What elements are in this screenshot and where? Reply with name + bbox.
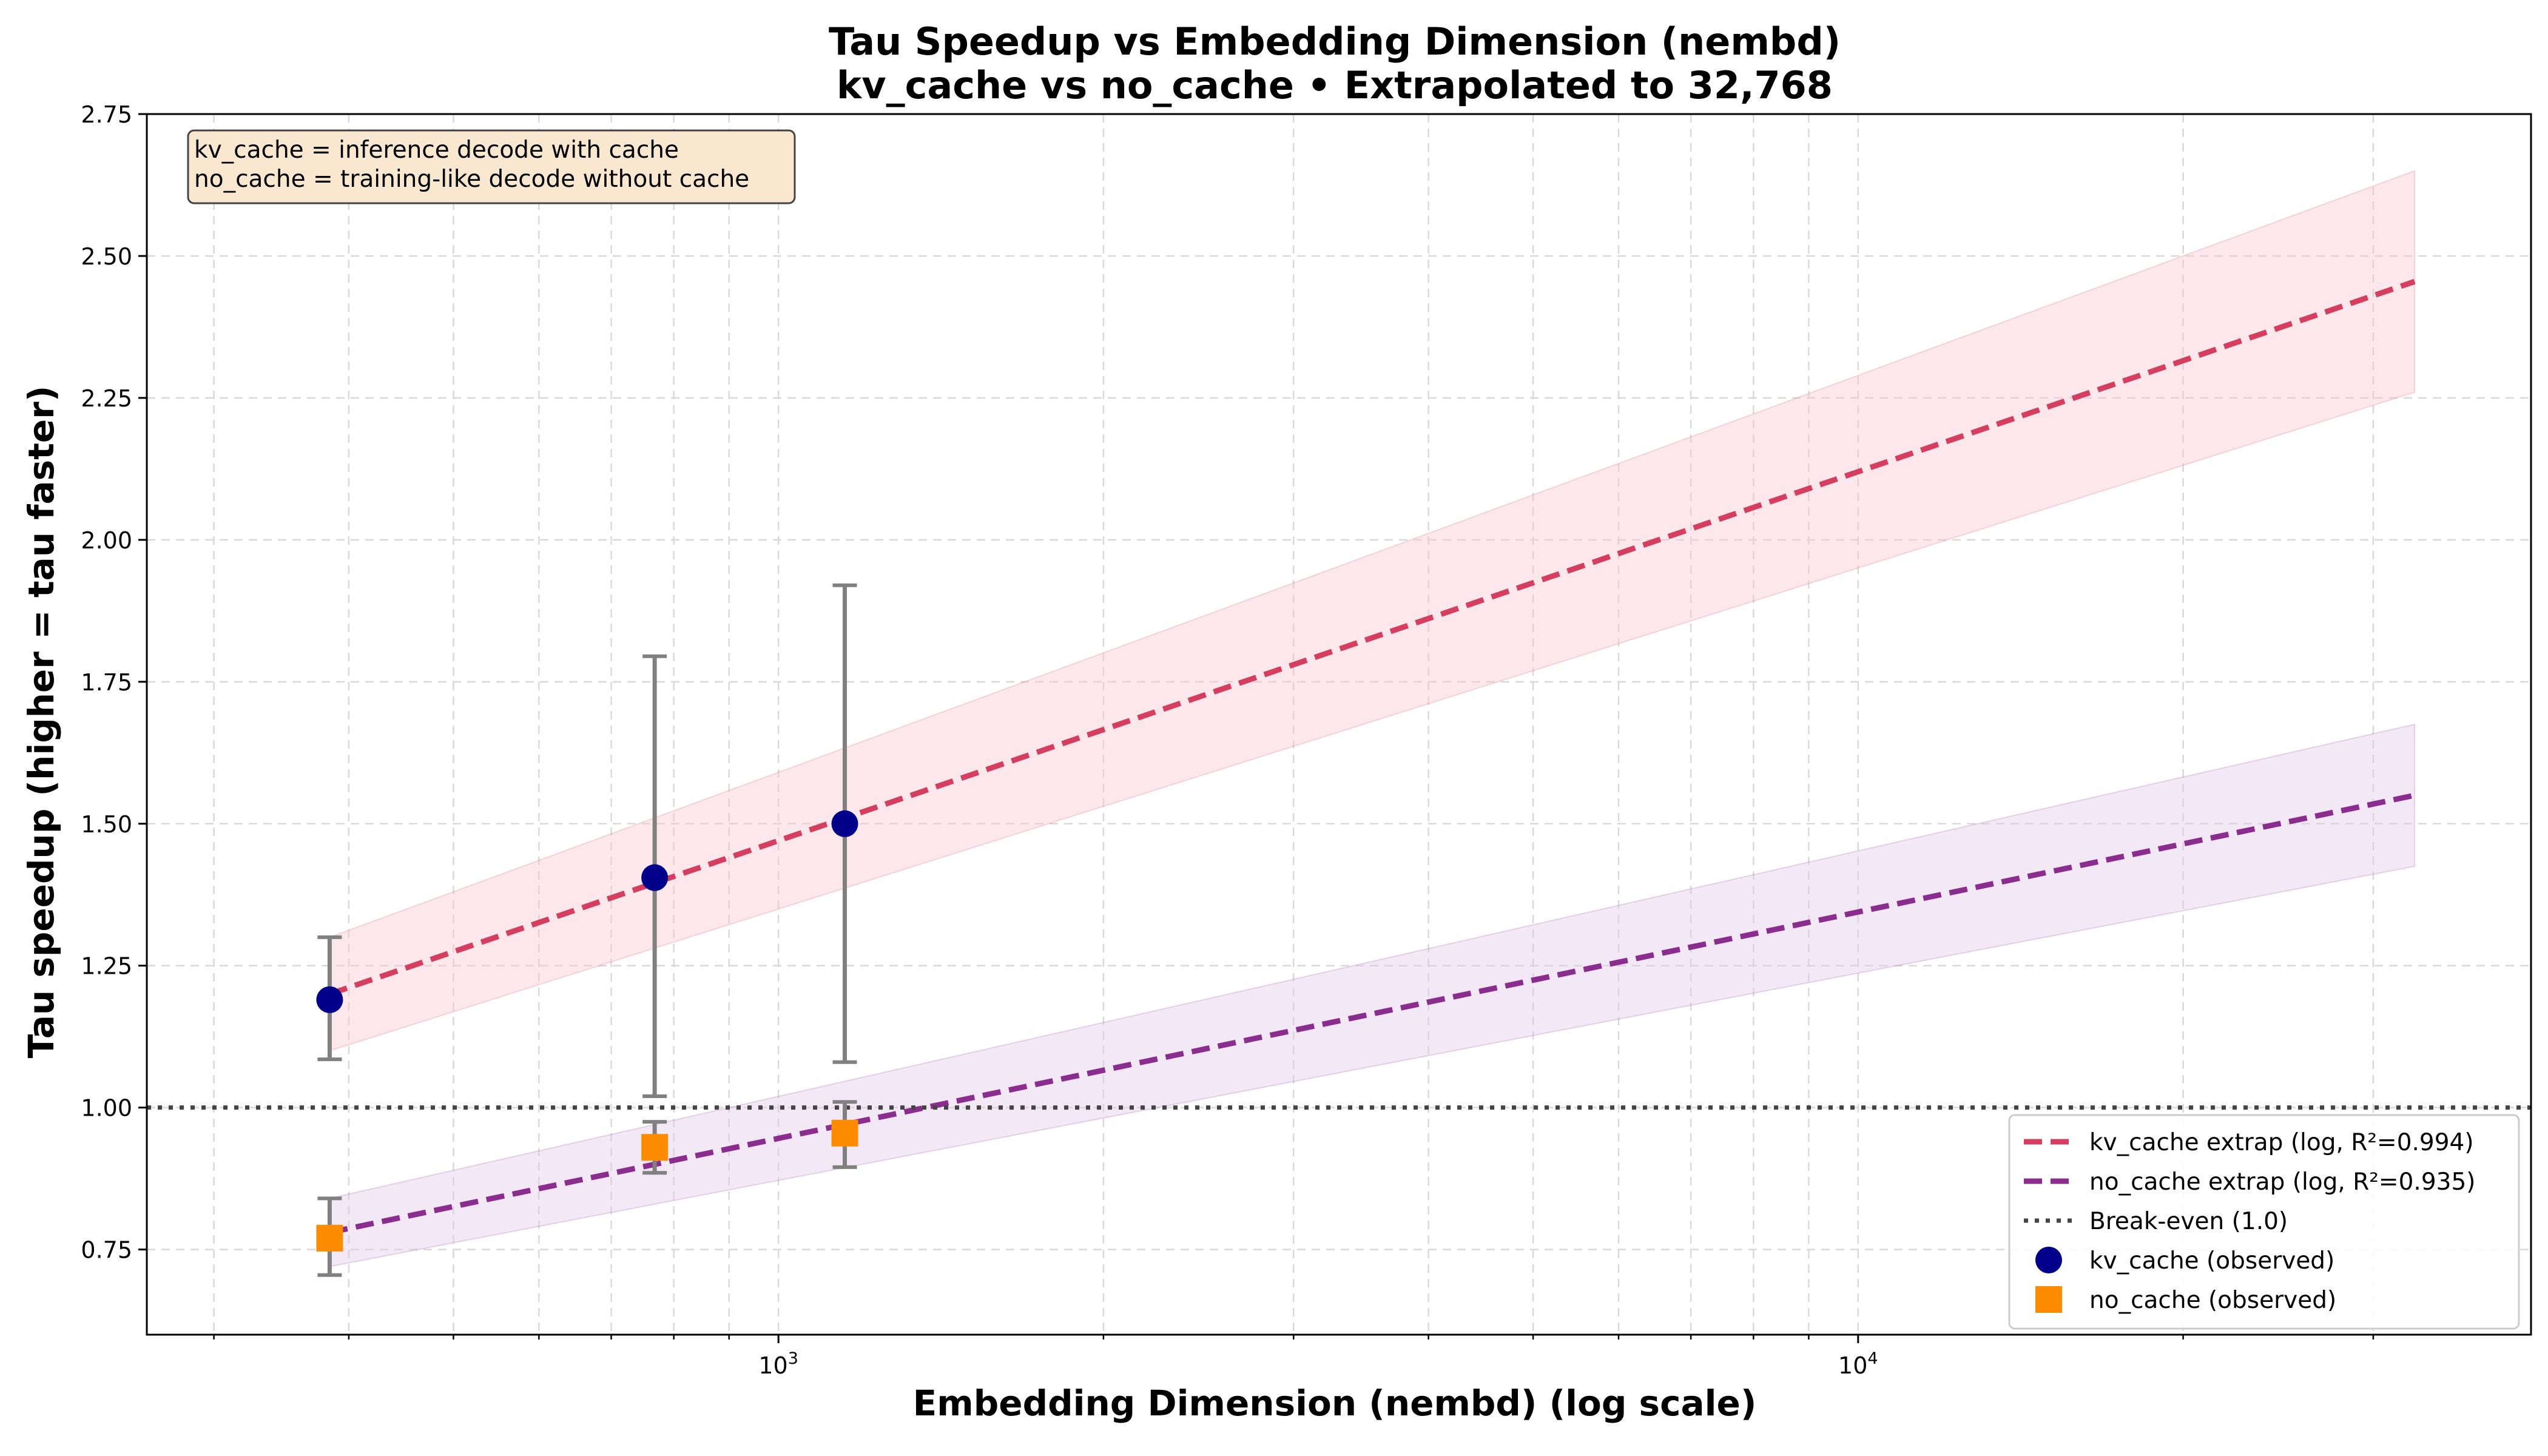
y-axis-label: Tau speedup (higher = tau faster) (21, 386, 62, 1059)
legend-label: kv_cache extrap (log, R²=0.994) (2089, 1129, 2474, 1156)
legend-frame (2008, 1114, 2520, 1330)
x-tick-label: 103 (758, 1349, 798, 1379)
y-tick-label: 2.50 (81, 243, 132, 270)
fit-lines (328, 278, 2416, 1235)
x-axis-ticks: 103 104 (213, 1335, 2374, 1379)
fit-line-1 (329, 792, 2416, 1235)
legend-label: no_cache (observed) (2089, 1287, 2336, 1314)
legend-label: Break-even (1.0) (2089, 1208, 2288, 1235)
data-point-square (831, 1119, 858, 1147)
x-tick-label: 104 (1838, 1349, 1878, 1379)
legend: kv_cache extrap (log, R²=0.994) no_cache … (2008, 1114, 2520, 1330)
y-tick-label: 1.25 (81, 953, 132, 980)
y-tick-label: 0.75 (81, 1237, 132, 1264)
legend-handle-square (2035, 1286, 2062, 1313)
data-point-square (316, 1224, 343, 1252)
y-axis-ticks: 0.75 1.00 1.25 1.50 1.75 2.00 2.25 2.50 2.75 (81, 101, 147, 1264)
data-point-square (641, 1134, 669, 1161)
data-point-circle (831, 810, 858, 837)
chart-title-line-1: Tau Speedup vs Embedding Dimension (nemb… (829, 19, 1841, 64)
y-tick-label: 1.75 (81, 669, 132, 696)
y-tick-label: 2.75 (81, 101, 132, 128)
data-point-circle (316, 986, 343, 1013)
legend-label: no_cache extrap (log, R²=0.935) (2089, 1168, 2475, 1196)
y-tick-label: 1.00 (81, 1095, 132, 1122)
y-tick-label: 2.00 (81, 527, 132, 554)
legend-handle-circle (2035, 1247, 2062, 1273)
legend-label: kv_cache (observed) (2089, 1247, 2334, 1275)
annotation-box: kv_cache = inference decode with cache n… (187, 129, 796, 204)
fit-line-0 (328, 278, 2416, 997)
plot-frame (146, 113, 2532, 1336)
annotation-background (187, 129, 796, 204)
chart-title-line-2: kv_cache vs no_cache • Extrapolated to 3… (837, 63, 1833, 107)
annotation-line-2: no_cache = training-like decode without … (194, 166, 749, 193)
annotation-line-1: kv_cache = inference decode with cache (194, 136, 679, 164)
data-point-circle (641, 864, 669, 891)
observed-markers (316, 810, 858, 1252)
y-tick-label: 1.50 (81, 811, 132, 838)
x-axis-label: Embedding Dimension (nembd) (log scale) (913, 1383, 1757, 1424)
y-tick-label: 2.25 (81, 385, 132, 412)
